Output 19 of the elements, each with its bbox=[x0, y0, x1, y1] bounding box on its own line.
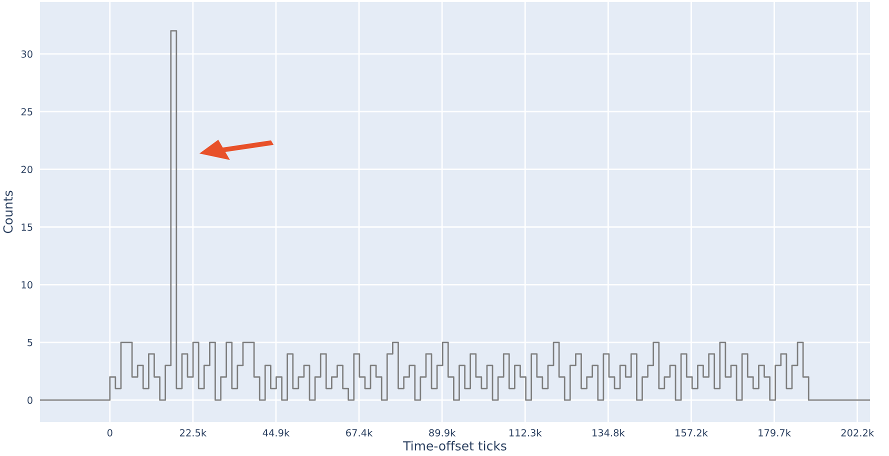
y-axis-title: Counts bbox=[3, 190, 13, 234]
y-tick-label: 10 bbox=[22, 281, 32, 289]
x-tick-label: 44.9k bbox=[262, 428, 290, 436]
x-tick-label: 179.7k bbox=[758, 428, 791, 436]
x-tick-label: 0 bbox=[107, 429, 112, 436]
x-tick-label: 134.8k bbox=[592, 428, 625, 436]
y-tick-label: 15 bbox=[22, 224, 32, 231]
y-tick-label: 20 bbox=[21, 166, 32, 174]
x-tick-label: 67.4k bbox=[346, 428, 373, 436]
x-tick-label: 112.3k bbox=[509, 428, 542, 436]
y-tick-label: 25 bbox=[21, 108, 32, 116]
x-tick-label: 22.5k bbox=[180, 428, 207, 436]
y-tick-label: 5 bbox=[28, 338, 32, 346]
y-tick-label: 0 bbox=[28, 396, 32, 404]
x-tick-label: 157.2k bbox=[676, 428, 708, 436]
x-axis-title: Time-offset ticks bbox=[403, 440, 506, 451]
x-tick-label: 89.9k bbox=[429, 428, 456, 436]
y-tick-label: 30 bbox=[21, 50, 32, 58]
x-tick-label: 202.2k bbox=[841, 428, 874, 436]
